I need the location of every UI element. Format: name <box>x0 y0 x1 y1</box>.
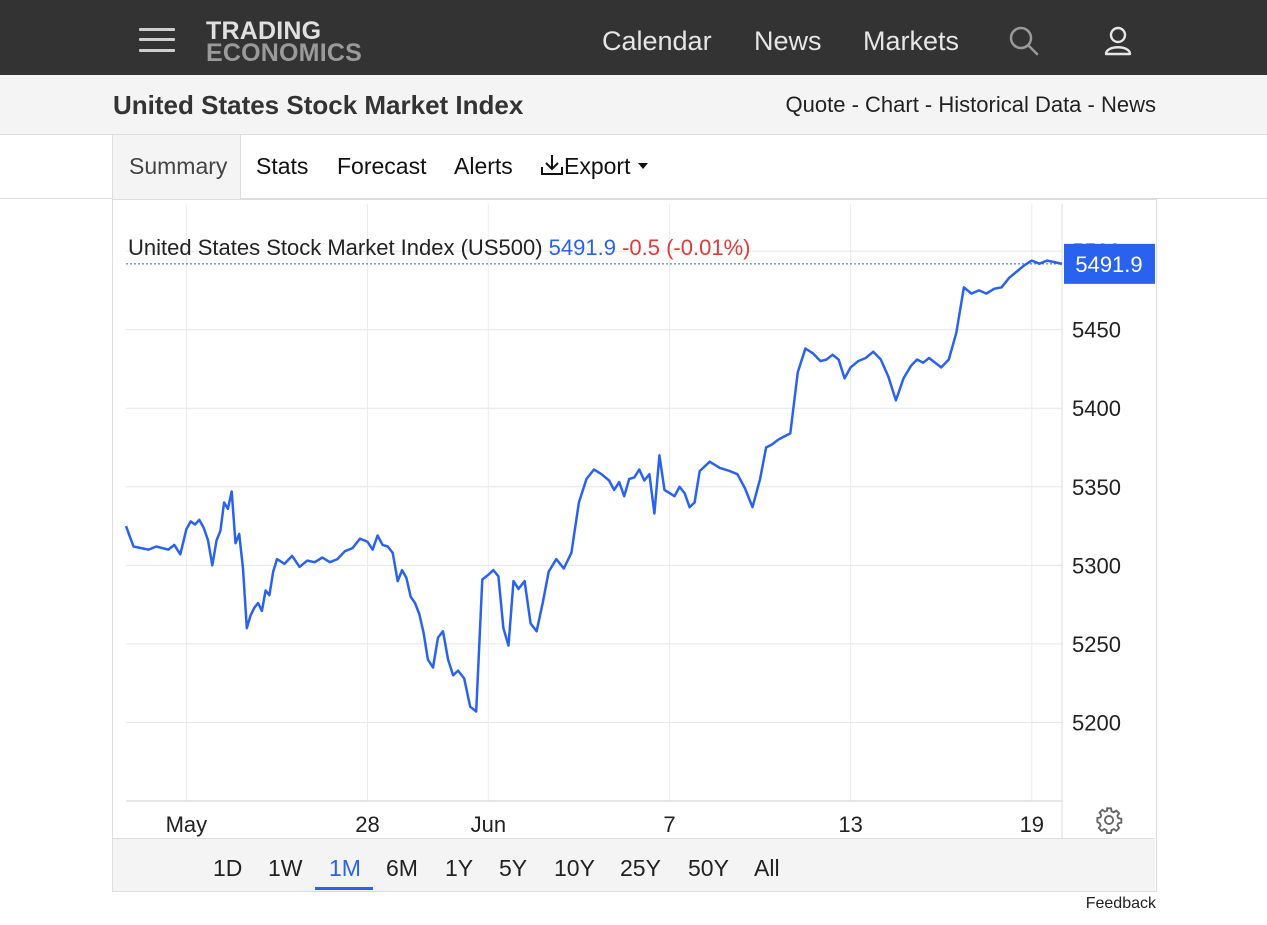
legend-change: -0.5 (-0.01%) <box>622 235 751 260</box>
logo-line-2: ECONOMICS <box>206 39 362 67</box>
link-separator: - <box>918 92 939 117</box>
x-tick-label: 28 <box>355 812 379 837</box>
user-icon[interactable] <box>1103 25 1133 57</box>
nav-calendar[interactable]: Calendar <box>602 26 712 56</box>
x-tick-label: Jun <box>471 812 506 837</box>
y-tick-label: 5250 <box>1072 632 1121 657</box>
x-tick-label: May <box>166 812 208 837</box>
tab-summary[interactable]: Summary <box>112 135 241 199</box>
active-range-indicator <box>315 887 373 890</box>
link-quote[interactable]: Quote <box>785 92 846 117</box>
y-tick-label: 5200 <box>1072 710 1121 735</box>
quick-links: Quote - Chart - Historical Data - News <box>786 92 1156 118</box>
nav-news[interactable]: News <box>754 26 822 56</box>
range-button-all[interactable]: All <box>754 855 780 881</box>
download-icon <box>541 155 563 175</box>
x-tick-label: 13 <box>838 812 862 837</box>
x-tick-label: 19 <box>1020 812 1044 837</box>
title-bar: United States Stock Market Index Quote -… <box>0 75 1267 135</box>
range-button-1m[interactable]: 1M <box>329 855 361 881</box>
tab-export-label: Export <box>564 153 631 179</box>
link-chart[interactable]: Chart <box>865 92 919 117</box>
link-separator: - <box>1081 92 1101 117</box>
tab-bar: Summary Stats Forecast Alerts Export <box>0 135 1267 199</box>
tab-alerts[interactable]: Alerts <box>454 153 513 179</box>
range-button-25y[interactable]: 25Y <box>620 855 661 881</box>
range-button-6m[interactable]: 6M <box>386 855 418 881</box>
legend-series-name: United States Stock Market Index (US500) <box>128 235 543 260</box>
feedback-link[interactable]: Feedback <box>1085 895 1156 912</box>
caret-down-icon <box>637 163 648 169</box>
x-tick-label: 7 <box>663 812 675 837</box>
logo-line-1: TRADING <box>206 17 322 45</box>
tab-export[interactable]: Export <box>540 153 649 180</box>
top-navigation-bar: TRADING ECONOMICS Calendar News Markets <box>0 0 1267 75</box>
link-news[interactable]: News <box>1100 92 1156 117</box>
last-price-badge <box>1064 243 1155 284</box>
link-separator: - <box>845 92 866 117</box>
y-tick-label: 5300 <box>1072 553 1121 578</box>
range-button-1y[interactable]: 1Y <box>445 855 474 881</box>
legend-last-price: 5491.9 <box>548 235 616 260</box>
y-tick-label: 5350 <box>1072 475 1121 500</box>
gear-icon[interactable] <box>1095 806 1123 834</box>
range-selector <box>113 838 1155 891</box>
menu-icon[interactable] <box>139 26 175 54</box>
y-tick-label: 5400 <box>1072 396 1121 421</box>
logo[interactable]: TRADING ECONOMICS <box>206 17 362 67</box>
tab-forecast[interactable]: Forecast <box>337 153 427 179</box>
range-button-1d[interactable]: 1D <box>213 855 243 881</box>
tab-stats[interactable]: Stats <box>256 153 309 179</box>
chart-panel <box>112 199 1157 892</box>
range-button-1w[interactable]: 1W <box>268 855 303 881</box>
price-line <box>124 259 1063 713</box>
nav-markets[interactable]: Markets <box>863 26 960 56</box>
search-icon[interactable] <box>1008 25 1040 57</box>
chart-legend: United States Stock Market Index (US500)… <box>128 235 750 261</box>
range-button-50y[interactable]: 50Y <box>688 855 729 881</box>
y-tick-label: 5450 <box>1072 318 1121 343</box>
link-historical-data[interactable]: Historical Data <box>938 92 1082 117</box>
tab-summary-label: Summary <box>129 153 228 179</box>
page-title: United States Stock Market Index <box>113 90 524 120</box>
last-price-badge-label: 5491.9 <box>1075 252 1142 277</box>
range-button-10y[interactable]: 10Y <box>554 855 595 881</box>
range-button-5y[interactable]: 5Y <box>499 855 528 881</box>
